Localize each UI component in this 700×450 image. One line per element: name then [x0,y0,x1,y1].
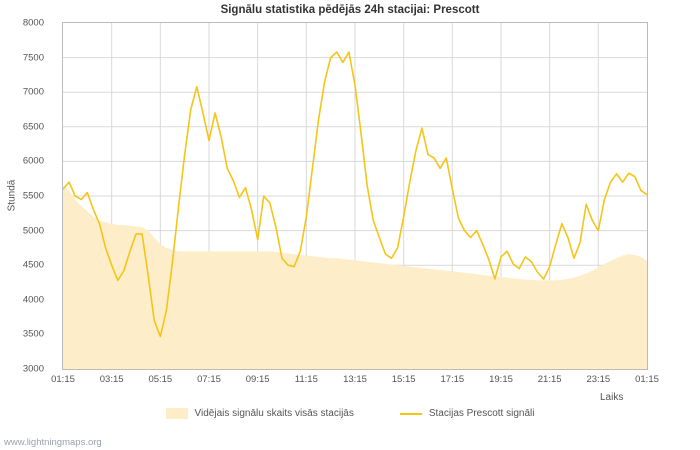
x-tick-label: 21:15 [537,374,562,385]
legend-label-average: Vidējais signālu skaits visās stacijās [194,408,354,419]
legend-swatch-line-icon [399,412,422,415]
x-tick-label: 05:15 [148,374,173,385]
y-tick-label: 7000 [22,86,44,98]
x-tick-label: 19:15 [489,374,513,385]
chart-title: Signālu statistika pēdējās 24h stacijai:… [220,4,480,16]
plot-svg [63,23,647,369]
y-tick-label: 6000 [22,155,44,167]
watermark: www.lightningmaps.org [4,437,102,448]
y-tick-label: 3000 [22,363,44,375]
y-tick-label: 4500 [22,259,44,271]
y-tick-label: 3500 [22,328,44,340]
legend-item-station: Stacijas Prescott signāli [399,408,535,419]
legend-item-average: Vidējais signālu skaits visās stacijās [165,408,354,419]
y-tick-label: 5000 [22,225,44,237]
y-tick-label: 5500 [22,190,44,202]
x-tick-label: 17:15 [440,374,465,385]
x-tick-label: 01:15 [635,374,659,385]
series-line-prescott [63,51,647,338]
y-tick-label: 7500 [22,52,44,64]
y-tick-label: 6500 [22,121,44,133]
x-tick-label: 01:15 [51,374,75,385]
x-tick-label: 07:15 [197,374,221,385]
series-area-average [63,185,647,369]
chart-legend: Vidējais signālu skaits visās stacijās S… [0,408,700,419]
legend-swatch-area-icon [165,408,188,419]
x-tick-label: 11:15 [294,374,318,385]
x-tick-label: 03:15 [99,374,124,385]
x-tick-label: 13:15 [343,374,367,385]
x-tick-label: 09:15 [245,374,270,385]
legend-label-station: Stacijas Prescott signāli [428,408,535,419]
x-tick-label: 15:15 [391,374,416,385]
y-tick-label: 4000 [22,294,44,306]
x-tick-label: 23:15 [586,374,611,385]
x-axis-label: Laiks [600,392,624,403]
plot-area [62,22,648,370]
y-tick-label: 8000 [22,17,44,29]
